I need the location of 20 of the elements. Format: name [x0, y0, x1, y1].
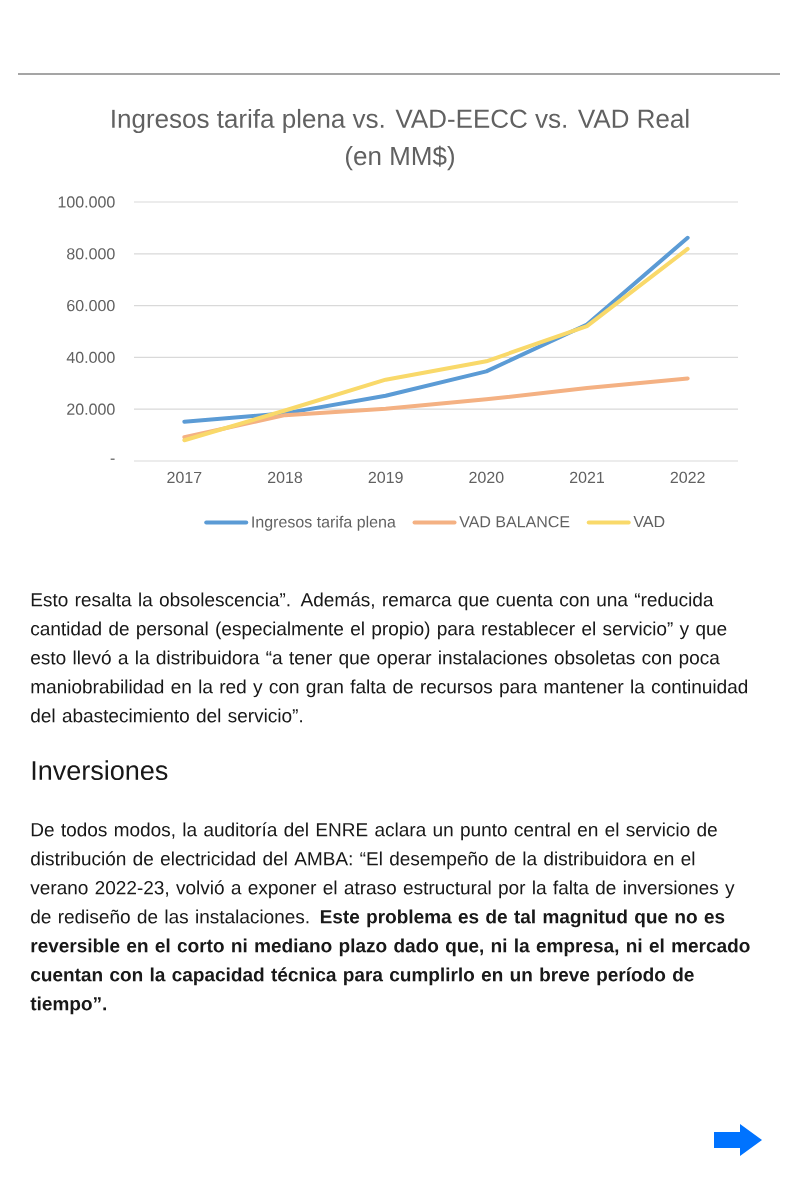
x-tick-label: 2017	[167, 471, 202, 484]
y-tick-label: 80.000	[67, 248, 115, 260]
y-tick-label: 40.000	[66, 351, 115, 364]
legend-label: VAD	[633, 516, 665, 528]
text: Inversiones	[32, 760, 168, 781]
chart-subtitle: (en MM$)	[346, 145, 454, 171]
x-tick-label: 2021	[570, 471, 604, 484]
legend-label: Ingresos tarifa plena	[252, 515, 396, 531]
text: De todos modos, la auditoría del ENRE aclara un punto central en el servicio de distribución de electricidad del AMBA: “El desempeño de la distribuidora en el verano 2022-23, volvió a exponer el atraso estructural por la falta de inversiones y de rediseño de las instalaciones. Este problema es de tal magnitud que no es reversible en el corto ni mediano plazo dado que, ni la empresa, ni el mercado cuentan con la capacidad técnica para cumplirlo en un breve período de tiempo”.	[30, 822, 750, 1015]
y-tick-label: 20.000	[67, 403, 115, 415]
text: Esto resalta la obsolescencia”. Además, remarca que cuenta con una “reducida cantidad de personal (especialmente el propio) para restablecer el servicio” y que esto llevó a la distribuidora “a tener que operar instalaciones obsoletas con poca maniobrabilidad en la red y con gran falta de recursos para mantener la continuidad del abastecimiento del servicio”.	[31, 592, 748, 723]
legend-label: VAD BALANCE	[459, 516, 570, 528]
chart-title: Ingresos tarifa plena vs. VAD-EECC vs. VAD Real	[112, 108, 689, 134]
x-tick-label: 2019	[368, 471, 403, 484]
x-tick-label: 2018	[268, 471, 303, 484]
y-tick-label: 60.000	[67, 299, 115, 312]
x-tick-label: 2020	[469, 471, 504, 484]
x-tick-label: 2022	[670, 471, 705, 484]
y-tick-label: -	[110, 458, 115, 460]
y-tick-label: 100.000	[58, 196, 115, 208]
